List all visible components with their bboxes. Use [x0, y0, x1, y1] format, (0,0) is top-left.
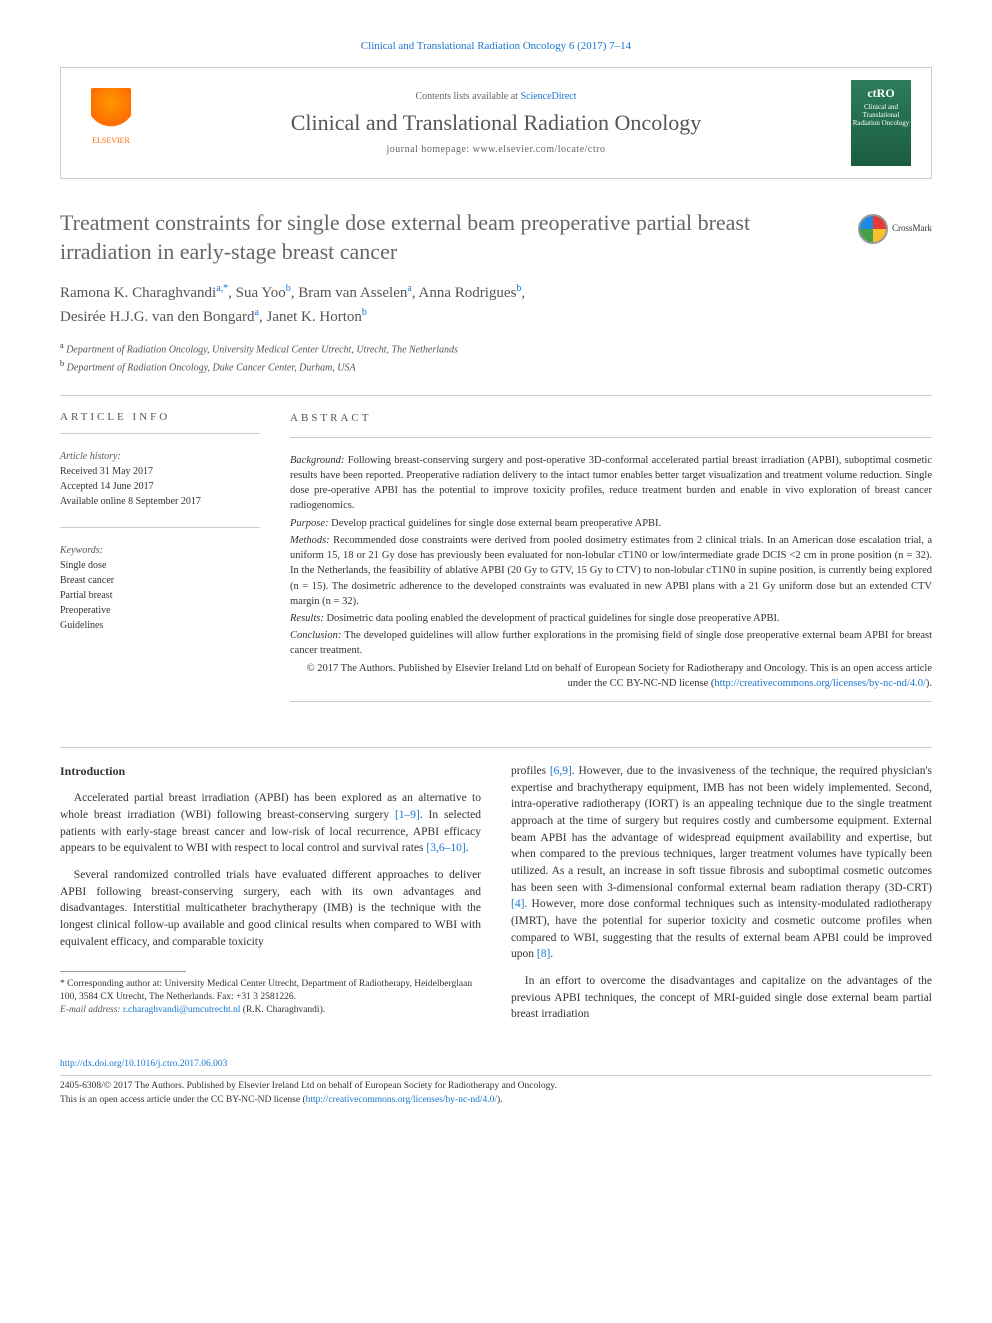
doi-link[interactable]: http://dx.doi.org/10.1016/j.ctro.2017.06…	[60, 1059, 227, 1069]
introduction-heading: Introduction	[60, 763, 481, 780]
elsevier-label: ELSEVIER	[92, 136, 130, 145]
footer-divider	[60, 1075, 932, 1076]
article-title: Treatment constraints for single dose ex…	[60, 209, 932, 266]
author-4-sup: b	[516, 283, 521, 294]
keyword-5: Guidelines	[60, 618, 260, 633]
abs-conclusion: The developed guidelines will allow furt…	[290, 630, 932, 656]
footnote-divider	[60, 971, 186, 972]
license-link[interactable]: http://creativecommons.org/licenses/by-n…	[714, 678, 926, 689]
article-info-sidebar: ARTICLE INFO Article history: Received 3…	[60, 411, 260, 717]
intro-p1: Accelerated partial breast irradiation (…	[60, 790, 481, 857]
keyword-2: Breast cancer	[60, 573, 260, 588]
authors-list: Ramona K. Charaghvandia,*, Sua Yoob, Bra…	[60, 281, 932, 328]
email-label: E-mail address:	[60, 1005, 121, 1015]
divider	[60, 395, 932, 396]
elsevier-logo: ELSEVIER	[81, 88, 141, 158]
page-footer: http://dx.doi.org/10.1016/j.ctro.2017.06…	[60, 1058, 932, 1107]
author-2-sup: b	[286, 283, 291, 294]
keyword-3: Partial breast	[60, 588, 260, 603]
article-title-text: Treatment constraints for single dose ex…	[60, 210, 750, 264]
ref-link[interactable]: [8]	[537, 948, 550, 960]
column-right: profiles [6,9]. However, due to the inva…	[511, 763, 932, 1033]
author-1: Ramona K. Charaghvandi	[60, 285, 216, 301]
divider	[60, 527, 260, 528]
ref-link[interactable]: [4]	[511, 898, 524, 910]
body-text: Introduction Accelerated partial breast …	[60, 763, 932, 1033]
journal-header-box: ELSEVIER Contents lists available at Sci…	[60, 67, 932, 179]
abs-methods-label: Methods:	[290, 535, 330, 546]
received-date: Received 31 May 2017	[60, 464, 260, 479]
sciencedirect-link[interactable]: ScienceDirect	[520, 91, 576, 102]
abs-background-label: Background:	[290, 455, 344, 466]
copyright-close: ).	[926, 678, 932, 689]
affiliation-b: Department of Radiation Oncology, Duke C…	[67, 362, 356, 373]
ref-link[interactable]: [1–9]	[395, 809, 420, 821]
divider	[290, 701, 932, 702]
crossmark-label: CrossMark	[892, 223, 932, 235]
abstract: ABSTRACT Background: Following breast-co…	[290, 411, 932, 717]
ref-link[interactable]: [3,6–10]	[426, 842, 465, 854]
abs-results: Dosimetric data pooling enabled the deve…	[326, 613, 779, 624]
keyword-1: Single dose	[60, 558, 260, 573]
footer-issn: 2405-6308/© 2017 The Authors. Published …	[60, 1080, 932, 1093]
footnotes: * Corresponding author at: University Me…	[60, 978, 481, 1018]
abs-purpose-label: Purpose:	[290, 518, 329, 529]
corresponding-author: * Corresponding author at: University Me…	[60, 978, 481, 1005]
author-6: Janet K. Horton	[266, 309, 361, 325]
homepage-prefix: journal homepage:	[387, 144, 473, 155]
journal-homepage: journal homepage: www.elsevier.com/locat…	[141, 144, 851, 155]
abs-background: Following breast-conserving surgery and …	[290, 455, 932, 512]
footer-license-text: This is an open access article under the…	[60, 1095, 306, 1105]
accepted-date: Accepted 14 June 2017	[60, 479, 260, 494]
ctro-subtitle: Clinical and Translational Radiation Onc…	[851, 103, 911, 127]
history-label: Article history:	[60, 449, 260, 464]
contents-available: Contents lists available at ScienceDirec…	[141, 91, 851, 102]
author-4: Anna Rodrigues	[419, 285, 517, 301]
abs-conclusion-label: Conclusion:	[290, 630, 341, 641]
header-citation: Clinical and Translational Radiation Onc…	[60, 40, 932, 52]
author-1-sup: a,*	[216, 283, 228, 294]
email-link[interactable]: r.charaghvandi@umcutrecht.nl	[123, 1005, 240, 1015]
crossmark-icon	[858, 214, 888, 244]
footer-license-close: ).	[497, 1095, 503, 1105]
author-5: Desirée H.J.G. van den Bongard	[60, 309, 255, 325]
abs-methods: Recommended dose constraints were derive…	[290, 535, 932, 607]
online-date: Available online 8 September 2017	[60, 494, 260, 509]
ctro-cover-icon: ctRO Clinical and Translational Radiatio…	[851, 80, 911, 166]
journal-title: Clinical and Translational Radiation Onc…	[141, 110, 851, 136]
ref-link[interactable]: [6,9]	[550, 765, 572, 777]
intro-p2: Several randomized controlled trials hav…	[60, 867, 481, 950]
divider	[290, 437, 932, 438]
crossmark-badge[interactable]: CrossMark	[858, 214, 932, 244]
abstract-heading: ABSTRACT	[290, 411, 932, 427]
divider	[60, 433, 260, 434]
affiliation-a: Department of Radiation Oncology, Univer…	[66, 345, 458, 356]
author-3: Bram van Asselen	[298, 285, 407, 301]
ctro-brand: ctRO	[867, 86, 894, 101]
affiliations: a Department of Radiation Oncology, Univ…	[60, 340, 932, 375]
abs-results-label: Results:	[290, 613, 324, 624]
author-2: Sua Yoo	[236, 285, 286, 301]
author-3-sup: a	[407, 283, 411, 294]
footer-license: This is an open access article under the…	[60, 1094, 932, 1107]
abstract-copyright: © 2017 The Authors. Published by Elsevie…	[290, 661, 932, 691]
contents-prefix: Contents lists available at	[415, 91, 520, 102]
homepage-url: www.elsevier.com/locate/ctro	[473, 144, 606, 155]
keywords-label: Keywords:	[60, 543, 260, 558]
abs-purpose: Develop practical guidelines for single …	[331, 518, 661, 529]
author-6-sup: b	[362, 307, 367, 318]
author-5-sup: a	[255, 307, 259, 318]
intro-p4: In an effort to overcome the disadvantag…	[511, 973, 932, 1023]
elsevier-tree-icon	[91, 88, 131, 136]
footer-license-link[interactable]: http://creativecommons.org/licenses/by-n…	[306, 1095, 497, 1105]
keyword-4: Preoperative	[60, 603, 260, 618]
column-left: Introduction Accelerated partial breast …	[60, 763, 481, 1033]
email-author: (R.K. Charaghvandi).	[243, 1005, 325, 1015]
divider	[60, 747, 932, 748]
article-info-heading: ARTICLE INFO	[60, 411, 260, 423]
intro-p3: profiles [6,9]. However, due to the inva…	[511, 763, 932, 963]
